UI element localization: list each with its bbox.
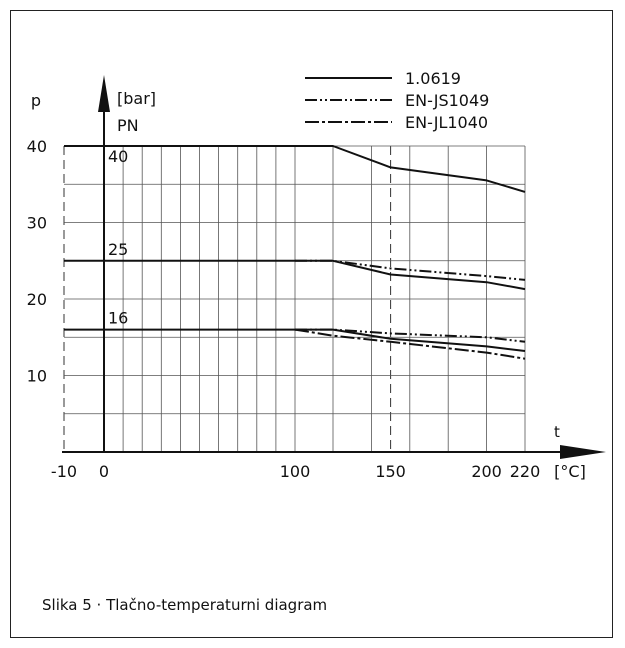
legend-label-en-js1049: EN-JS1049 bbox=[405, 91, 489, 110]
pn-label-25: 25 bbox=[108, 240, 128, 259]
x-axis-label: t bbox=[554, 423, 560, 441]
series-line-en-js1049-pn25 bbox=[295, 259, 526, 281]
series-line-1.0619-pn40 bbox=[64, 145, 526, 193]
legend-label-en-jl1040: EN-JL1040 bbox=[405, 113, 488, 132]
x-axis-arrow bbox=[560, 445, 606, 459]
y-tick-label-30: 30 bbox=[27, 214, 47, 233]
series-line-en-js1049-pn16 bbox=[295, 328, 526, 343]
pn-label-40: 40 bbox=[108, 147, 128, 166]
y-axis-arrow bbox=[98, 75, 110, 112]
y-tick-label-40: 40 bbox=[27, 137, 47, 156]
y-unit-label: [bar] bbox=[117, 89, 156, 108]
x-tick-label--10: -10 bbox=[51, 462, 77, 481]
x-tick-label-220: 220 bbox=[510, 462, 541, 481]
x-unit-label: [°C] bbox=[554, 462, 586, 481]
y-axis-label: p bbox=[31, 91, 41, 110]
y-tick-label-10: 10 bbox=[27, 367, 47, 386]
x-tick-label-100: 100 bbox=[280, 462, 311, 481]
pn-label-16: 16 bbox=[108, 309, 128, 328]
legend-label-1.0619: 1.0619 bbox=[405, 69, 461, 88]
x-tick-label-0: 0 bbox=[99, 462, 109, 481]
series-line-en-jl1040-pn16 bbox=[294, 328, 526, 360]
y-tick-label-20: 20 bbox=[27, 290, 47, 309]
figure-caption: Slika 5 · Tlačno-temperaturni diagram bbox=[42, 596, 328, 614]
x-tick-label-150: 150 bbox=[375, 462, 406, 481]
series-line-1.0619-pn25 bbox=[64, 259, 526, 291]
series-line-1.0619-pn16 bbox=[64, 328, 526, 352]
y-sublabel-pn: PN bbox=[117, 116, 139, 135]
x-tick-label-200: 200 bbox=[471, 462, 502, 481]
figure-frame bbox=[10, 10, 613, 638]
